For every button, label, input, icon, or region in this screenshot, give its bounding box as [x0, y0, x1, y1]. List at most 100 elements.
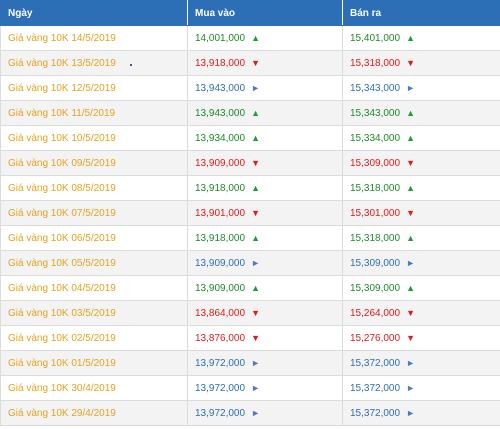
table-row: Giá vàng 10K 12/5/2019 13,943,000 ► 15,343,… — [0, 75, 500, 101]
sell-price: 15,309,000 — [350, 157, 401, 169]
buy-price-cell: 13,972,000 ► — [187, 350, 343, 376]
buy-price: 13,943,000 — [195, 107, 246, 119]
trend-up-arrow-icon: ▲ — [251, 232, 260, 243]
sell-price-cell: 15,318,000 ▼ — [342, 50, 500, 76]
buy-price-cell: 13,972,000 ► — [187, 400, 343, 426]
sell-price-cell: 15,309,000 ▲ — [342, 275, 500, 301]
row-date[interactable]: Giá vàng 10K 13/5/2019 — [0, 50, 188, 76]
buy-price: 13,918,000 — [195, 232, 246, 244]
header-date[interactable]: Ngày — [0, 0, 188, 26]
buy-price-cell: 13,864,000 ▼ — [187, 300, 343, 326]
table-row: Giá vàng 10K 29/4/2019 13,972,000 ► 15,372,… — [0, 400, 500, 426]
sell-price-cell: 15,372,000 ► — [342, 400, 500, 426]
trend-up-arrow-icon: ▲ — [251, 32, 260, 43]
buy-price-cell: 14,001,000 ▲ — [187, 25, 343, 51]
sell-price-cell: 15,318,000 ▲ — [342, 175, 500, 201]
table-row: Giá vàng 10K 11/5/2019 13,943,000 ▲ 15,343,… — [0, 100, 500, 126]
table-row: Giá vàng 10K 09/5/2019 13,909,000 ▼ 15,309,… — [0, 150, 500, 176]
trend-down-arrow-icon: ▼ — [406, 157, 415, 168]
sell-price: 15,343,000 — [350, 107, 401, 119]
table-row: Giá vàng 10K 30/4/2019 13,972,000 ► 15,372,… — [0, 375, 500, 401]
sell-price: 15,372,000 — [350, 407, 401, 419]
table-row: Giá vàng 10K 14/5/2019 14,001,000 ▲ 15,401,… — [0, 25, 500, 51]
buy-price-cell: 13,918,000 ▼ — [187, 50, 343, 76]
row-date[interactable]: Giá vàng 10K 01/5/2019 — [0, 350, 188, 376]
trend-up-arrow-icon: ▲ — [251, 182, 260, 193]
sell-price-cell: 15,372,000 ► — [342, 375, 500, 401]
trend-right-arrow-icon: ► — [251, 82, 260, 93]
trend-down-arrow-icon: ▼ — [406, 207, 415, 218]
trend-down-arrow-icon: ▼ — [251, 207, 260, 218]
trend-right-arrow-icon: ► — [406, 407, 415, 418]
row-date[interactable]: Giá vàng 10K 03/5/2019 — [0, 300, 188, 326]
trend-down-arrow-icon: ▼ — [251, 307, 260, 318]
trend-down-arrow-icon: ▼ — [251, 157, 260, 168]
trend-right-arrow-icon: ► — [251, 357, 260, 368]
sell-price: 15,372,000 — [350, 382, 401, 394]
buy-price: 13,864,000 — [195, 307, 246, 319]
trend-right-arrow-icon: ► — [406, 257, 415, 268]
buy-price: 13,901,000 — [195, 207, 246, 219]
buy-price: 13,934,000 — [195, 132, 246, 144]
header-sell[interactable]: Bán ra — [342, 0, 500, 26]
buy-price-cell: 13,909,000 ► — [187, 250, 343, 276]
trend-down-arrow-icon: ▼ — [406, 307, 415, 318]
sell-price-cell: 15,276,000 ▼ — [342, 325, 500, 351]
table-row: Giá vàng 10K 13/5/2019 13,918,000 ▼ 15,318,… — [0, 50, 500, 76]
trend-down-arrow-icon: ▼ — [406, 332, 415, 343]
buy-price-cell: 13,918,000 ▲ — [187, 175, 343, 201]
trend-right-arrow-icon: ► — [251, 382, 260, 393]
trend-up-arrow-icon: ▲ — [406, 182, 415, 193]
sell-price-cell: 15,343,000 ► — [342, 75, 500, 101]
row-date[interactable]: Giá vàng 10K 02/5/2019 — [0, 325, 188, 351]
row-date[interactable]: Giá vàng 10K 07/5/2019 — [0, 200, 188, 226]
sell-price-cell: 15,264,000 ▼ — [342, 300, 500, 326]
sell-price-cell: 15,301,000 ▼ — [342, 200, 500, 226]
table-row: Giá vàng 10K 01/5/2019 13,972,000 ► 15,372,… — [0, 350, 500, 376]
row-date[interactable]: Giá vàng 10K 11/5/2019 — [0, 100, 188, 126]
table-row: Giá vàng 10K 02/5/2019 13,876,000 ▼ 15,276,… — [0, 325, 500, 351]
buy-price-cell: 13,909,000 ▲ — [187, 275, 343, 301]
row-date[interactable]: Giá vàng 10K 06/5/2019 — [0, 225, 188, 251]
row-date[interactable]: Giá vàng 10K 08/5/2019 — [0, 175, 188, 201]
table-row: Giá vàng 10K 05/5/2019 13,909,000 ► 15,309,… — [0, 250, 500, 276]
row-date[interactable]: Giá vàng 10K 09/5/2019 — [0, 150, 188, 176]
sell-price: 15,318,000 — [350, 182, 401, 194]
buy-price: 13,972,000 — [195, 382, 246, 394]
header-buy[interactable]: Mua vào — [187, 0, 343, 26]
sell-price: 15,276,000 — [350, 332, 401, 344]
buy-price: 13,876,000 — [195, 332, 246, 344]
buy-price: 13,943,000 — [195, 82, 246, 94]
buy-price: 13,909,000 — [195, 282, 246, 294]
trend-down-arrow-icon: ▼ — [406, 57, 415, 68]
buy-price: 13,909,000 — [195, 257, 246, 269]
row-date[interactable]: Giá vàng 10K 04/5/2019 — [0, 275, 188, 301]
trend-right-arrow-icon: ► — [251, 407, 260, 418]
row-date[interactable]: Giá vàng 10K 29/4/2019 — [0, 400, 188, 426]
trend-right-arrow-icon: ► — [406, 382, 415, 393]
trend-up-arrow-icon: ▲ — [251, 282, 260, 293]
buy-price-cell: 13,876,000 ▼ — [187, 325, 343, 351]
row-date[interactable]: Giá vàng 10K 05/5/2019 — [0, 250, 188, 276]
buy-price: 13,972,000 — [195, 407, 246, 419]
sell-price: 15,343,000 — [350, 82, 401, 94]
buy-price: 13,972,000 — [195, 357, 246, 369]
row-date[interactable]: Giá vàng 10K 12/5/2019 — [0, 75, 188, 101]
buy-price-cell: 13,901,000 ▼ — [187, 200, 343, 226]
table-row: Giá vàng 10K 07/5/2019 13,901,000 ▼ 15,301,… — [0, 200, 500, 226]
sell-price-cell: 15,372,000 ► — [342, 350, 500, 376]
buy-price: 13,918,000 — [195, 182, 246, 194]
trend-down-arrow-icon: ▼ — [251, 57, 260, 68]
table-row: Giá vàng 10K 06/5/2019 13,918,000 ▲ 15,318,… — [0, 225, 500, 251]
buy-price: 14,001,000 — [195, 32, 246, 44]
buy-price: 13,909,000 — [195, 157, 246, 169]
trend-up-arrow-icon: ▲ — [406, 107, 415, 118]
row-date[interactable]: Giá vàng 10K 10/5/2019 — [0, 125, 188, 151]
trend-up-arrow-icon: ▲ — [251, 107, 260, 118]
row-date[interactable]: Giá vàng 10K 14/5/2019 — [0, 25, 188, 51]
row-date[interactable]: Giá vàng 10K 30/4/2019 — [0, 375, 188, 401]
buy-price-cell: 13,943,000 ► — [187, 75, 343, 101]
sell-price-cell: 15,343,000 ▲ — [342, 100, 500, 126]
trend-up-arrow-icon: ▲ — [406, 282, 415, 293]
sell-price: 15,318,000 — [350, 57, 401, 69]
